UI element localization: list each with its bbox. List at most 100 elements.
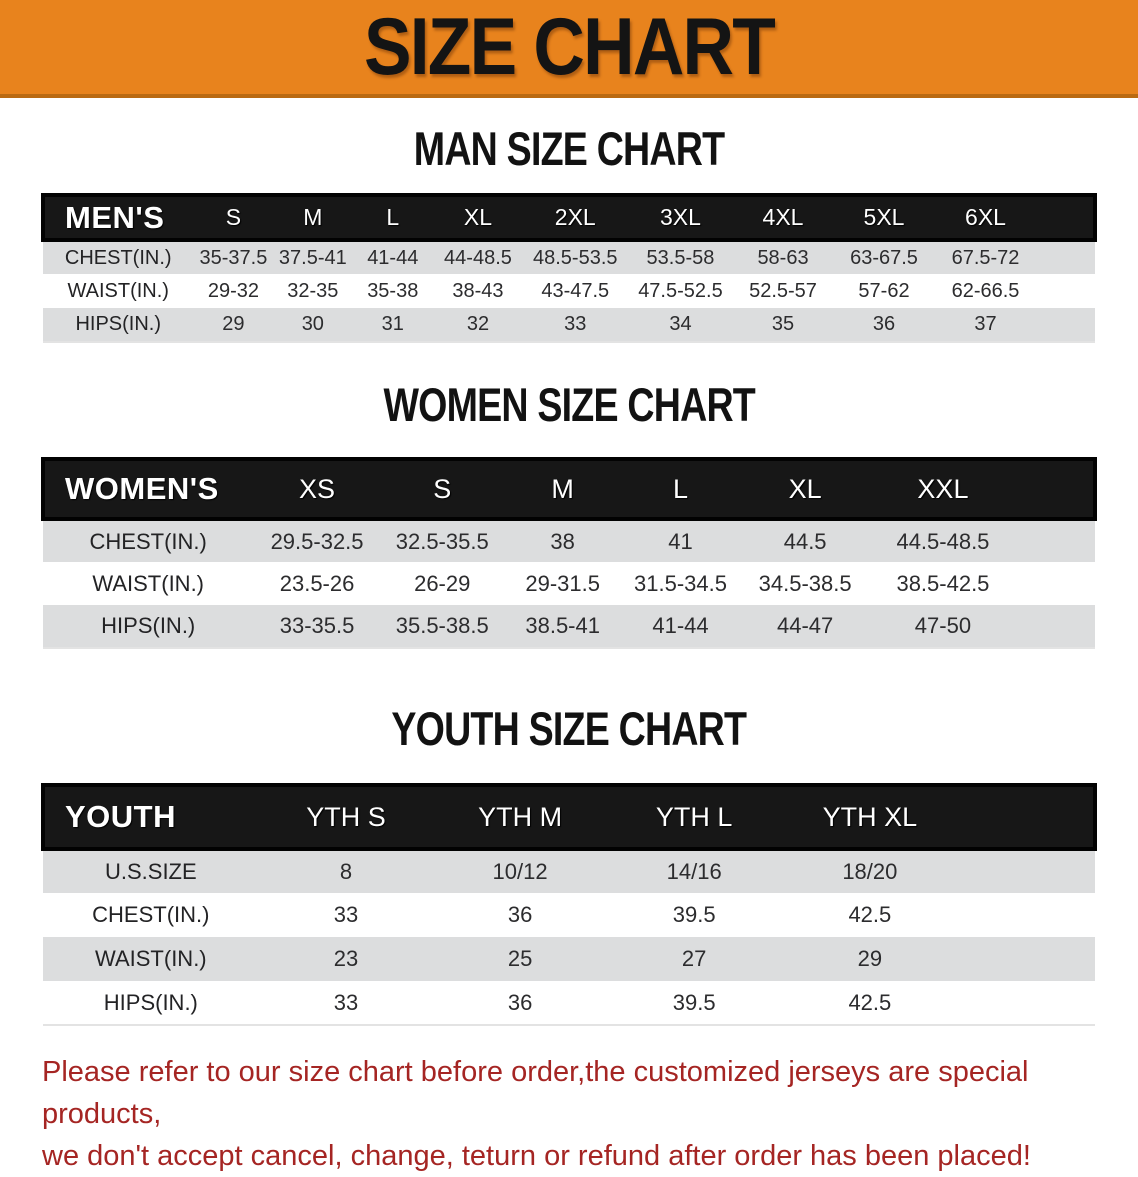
- size-value-cell: 34.5-38.5: [758, 570, 852, 596]
- row-label: CHEST(IN.): [89, 528, 207, 554]
- size-value-cell: 44.5: [783, 528, 827, 554]
- men-section-heading: MAN SIZE CHART: [0, 125, 1138, 172]
- row-label: U.S.SIZE: [104, 859, 197, 884]
- table-row: HIPS(IN.) 33-35.5 35.5-38.5 38.5-41 41-44 44-…: [43, 605, 1095, 648]
- size-value-cell: 8: [339, 859, 353, 884]
- size-value-cell: 38.5-41: [525, 613, 600, 638]
- women-header-row: WOMEN'S XS S M L XL XXL: [40, 457, 1097, 521]
- size-value-cell: 23: [333, 946, 359, 971]
- size-value-cell: 37: [974, 313, 997, 335]
- size-value-cell: 31: [381, 313, 404, 335]
- spacer-cell: [1036, 274, 1095, 308]
- size-value-cell: 41-44: [652, 613, 709, 638]
- spacer-cell: [958, 981, 1095, 1025]
- men-section-heading-text: MAN SIZE CHART: [413, 122, 725, 175]
- size-value-cell: 33: [564, 313, 587, 335]
- size-value-cell: 47-50: [914, 613, 972, 638]
- size-value-cell: 53.5-58: [646, 246, 715, 269]
- spacer-cell: [1015, 457, 1097, 521]
- column-header: 4XL: [733, 193, 833, 242]
- spacer-cell: [1036, 193, 1097, 242]
- column-header: 6XL: [935, 193, 1036, 242]
- size-value-cell: 38-43: [452, 279, 504, 302]
- size-value-cell: 44-47: [777, 613, 834, 638]
- row-label: WAIST(IN.): [67, 279, 169, 302]
- men-size-table: MEN'S S M L XL 2XL 3XL 4XL 5XL 6XL CHEST(IN.) 35-37…: [40, 193, 1097, 343]
- size-value-cell: 29: [222, 313, 245, 335]
- size-value-cell: 35.5-38.5: [395, 613, 489, 638]
- spacer-cell: [958, 783, 1097, 851]
- table-row: WAIST(IN.) 23.5-26 26-29 29-31.5 31.5-34.5 34…: [43, 562, 1095, 605]
- column-header: M: [273, 193, 353, 242]
- size-value-cell: 36: [872, 313, 896, 335]
- youth-header-row: YOUTH YTH S YTH M YTH L YTH XL: [41, 783, 1097, 851]
- column-header: XS: [253, 457, 381, 521]
- size-value-cell: 38.5-42.5: [896, 570, 990, 596]
- spacer-cell: [958, 849, 1095, 893]
- size-value-cell: 57-62: [858, 279, 910, 302]
- size-value-cell: 29: [857, 946, 883, 971]
- women-section-heading: WOMEN SIZE CHART: [0, 381, 1138, 428]
- spacer-cell: [1015, 605, 1095, 648]
- column-header: 3XL: [627, 193, 734, 242]
- table-row: CHEST(IN.) 35-37.5 37.5-41 41-44 44-48.5 48.5…: [43, 240, 1095, 274]
- size-value-cell: 36: [507, 902, 533, 927]
- size-value-cell: 31.5-34.5: [634, 570, 727, 596]
- row-label: CHEST(IN.): [64, 246, 172, 269]
- row-label: HIPS(IN.): [103, 989, 198, 1015]
- size-value-cell: 42.5: [848, 902, 892, 927]
- size-value-cell: 32.5-35.5: [395, 528, 489, 554]
- size-value-cell: 38: [550, 528, 575, 554]
- column-header: L: [352, 193, 434, 242]
- size-value-cell: 41: [668, 528, 693, 554]
- size-value-cell: 39.5: [672, 902, 716, 927]
- row-label: WAIST(IN.): [92, 570, 205, 596]
- column-header: S: [193, 193, 274, 242]
- spacer-cell: [958, 937, 1095, 981]
- size-value-cell: 26-29: [414, 570, 471, 596]
- banner-title: SIZE CHART: [363, 1, 776, 92]
- footer-note: Please refer to our size chart before or…: [0, 1051, 1138, 1177]
- table-row: CHEST(IN.) 29.5-32.5 32.5-35.5 38 41 44.5 44.5…: [43, 519, 1095, 562]
- size-value-cell: 62-66.5: [951, 279, 1020, 302]
- column-header: YTH L: [606, 783, 782, 851]
- column-header: YTH S: [258, 783, 434, 851]
- table-row: WAIST(IN.) 29-32 32-35 35-38 38-43 43-47.5 47.…: [43, 274, 1095, 308]
- size-value-cell: 23.5-26: [279, 570, 355, 596]
- size-value-cell: 32: [466, 313, 490, 335]
- size-value-cell: 29.5-32.5: [270, 528, 364, 554]
- youth-size-table: YOUTH YTH S YTH M YTH L YTH XL U.S.SIZE 8 10/12…: [41, 783, 1097, 1026]
- size-value-cell: 52.5-57: [749, 279, 817, 302]
- footer-note-line2: we don't accept cancel, change, teturn o…: [42, 1140, 1031, 1172]
- size-value-cell: 29-31.5: [525, 570, 600, 596]
- row-label: CHEST(IN.): [92, 902, 210, 927]
- row-label: HIPS(IN.): [75, 313, 161, 335]
- size-value-cell: 63-67.5: [850, 246, 918, 269]
- table-row: U.S.SIZE 8 10/12 14/16 18/20: [43, 849, 1095, 893]
- size-value-cell: 34: [669, 313, 692, 335]
- column-header: XL: [433, 193, 523, 242]
- men-table-wrap: MEN'S S M L XL 2XL 3XL 4XL 5XL 6XL CHEST(IN.) 35-37…: [40, 193, 1097, 343]
- size-chart-banner: SIZE CHART: [0, 0, 1138, 98]
- size-value-cell: 18/20: [842, 859, 898, 884]
- spacer-cell: [1015, 519, 1095, 562]
- column-header: XL: [739, 457, 871, 521]
- women-size-table: WOMEN'S XS S M L XL XXL CHEST(IN.) 29.5-32.5 32.5…: [40, 457, 1097, 649]
- table-row: WAIST(IN.) 23 25 27 29: [43, 937, 1095, 981]
- size-value-cell: 30: [301, 313, 324, 335]
- size-value-cell: 41-44: [367, 246, 419, 269]
- size-value-cell: 10/12: [492, 859, 548, 884]
- size-value-cell: 35-38: [367, 279, 419, 302]
- youth-table-wrap: YOUTH YTH S YTH M YTH L YTH XL U.S.SIZE 8 10/12…: [41, 783, 1097, 1026]
- size-value-cell: 27: [681, 946, 707, 971]
- column-header: S: [380, 457, 504, 521]
- size-value-cell: 35: [771, 313, 795, 335]
- spacer-cell: [1036, 308, 1095, 342]
- size-value-cell: 33: [333, 989, 359, 1015]
- spacer-cell: [1036, 240, 1095, 274]
- size-value-cell: 33: [333, 902, 359, 927]
- row-label: WAIST(IN.): [95, 946, 207, 971]
- size-value-cell: 43-47.5: [541, 279, 610, 302]
- women-table-title-cell: WOMEN'S: [40, 457, 254, 521]
- size-value-cell: 48.5-53.5: [533, 246, 618, 269]
